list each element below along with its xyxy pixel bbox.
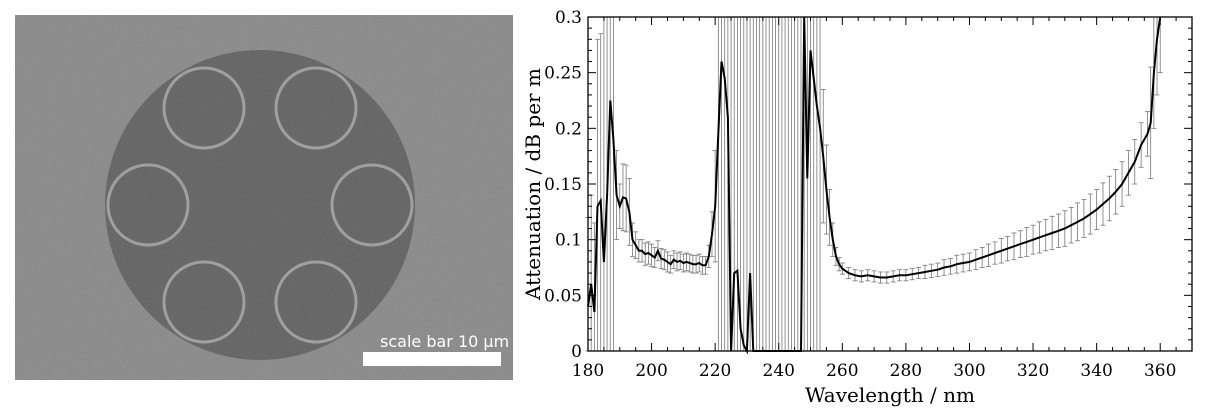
error-bar: [792, 16, 798, 352]
x-tick-label: 320: [1017, 361, 1049, 381]
error-bar: [779, 16, 785, 352]
x-tick-label: 220: [699, 361, 731, 381]
error-bar: [782, 16, 788, 352]
error-bar: [753, 16, 759, 352]
scale-bar: [363, 352, 501, 366]
sem-micrograph: scale bar 10 µm: [15, 15, 513, 380]
error-bar: [769, 16, 775, 352]
x-tick-label: 240: [763, 361, 795, 381]
error-bar: [741, 16, 747, 352]
x-tick-label: 360: [1144, 361, 1176, 381]
x-tick-label: 280: [890, 361, 922, 381]
error-bar: [757, 16, 763, 352]
error-bar: [795, 16, 801, 352]
error-bar: [598, 33, 604, 352]
x-tick-label: 180: [572, 361, 604, 381]
y-tick-label: 0.1: [555, 231, 582, 251]
plot-frame: [587, 16, 1193, 352]
error-bar: [776, 16, 782, 352]
error-bar: [785, 16, 791, 352]
error-bar: [601, 16, 607, 352]
y-tick-label: 0: [571, 342, 582, 362]
y-axis-label: Attenuation / dB per m: [521, 68, 545, 301]
x-tick-label: 340: [1080, 361, 1112, 381]
attenuation-chart: 180 200 220 240 260 280 300 320 340 360 0 0.05 0.1 0.…: [521, 8, 1193, 407]
axis-ticks: 180 200 220 240 260 280 300 320 340 360 0 0.05 0.1 0.…: [544, 8, 1193, 381]
y-tick-label: 0.2: [555, 119, 582, 139]
x-tick-label: 260: [826, 361, 858, 381]
error-bar: [763, 16, 769, 352]
x-axis-label: Wavelength / nm: [805, 383, 975, 407]
y-tick-label: 0.25: [544, 64, 582, 84]
error-bars: [585, 16, 1163, 352]
error-bar: [766, 16, 772, 352]
x-tick-label: 300: [953, 361, 985, 381]
error-bar: [814, 16, 820, 352]
error-bar: [773, 16, 779, 352]
sem-noise-overlay: [15, 15, 513, 380]
x-tick-label: 200: [635, 361, 667, 381]
y-tick-label: 0.05: [544, 286, 582, 306]
error-bar: [817, 16, 823, 352]
error-bar: [607, 16, 613, 352]
error-bar: [595, 38, 601, 352]
error-bar: [760, 16, 766, 352]
error-bar: [788, 16, 794, 352]
series-line: [587, 16, 1162, 355]
scale-bar-label: scale bar 10 µm: [380, 332, 510, 351]
y-tick-label: 0.15: [544, 175, 582, 195]
y-tick-label: 0.3: [555, 8, 582, 28]
sem-image: [15, 15, 513, 380]
